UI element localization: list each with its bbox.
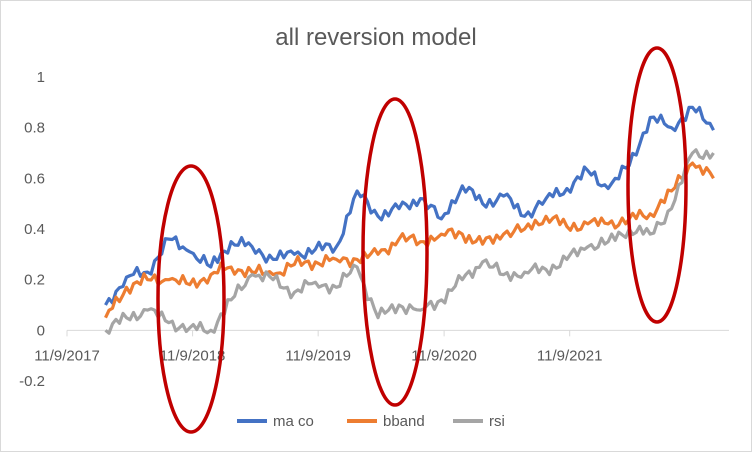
y-axis: -0.2 0 0.2 0.4 0.6 0.8 1 (19, 69, 45, 390)
y-tick-label: 1 (37, 69, 45, 86)
y-tick-label: 0 (37, 322, 45, 339)
series-line-rsi (104, 148, 715, 335)
x-tick-label: 11/9/2018 (160, 347, 226, 364)
annotations (156, 46, 688, 434)
x-axis: 11/9/2017 11/9/2018 11/9/2019 11/9/2020 11/9… (34, 329, 729, 364)
y-tick-label: 0.2 (24, 272, 45, 289)
annotation-ellipse (156, 164, 226, 434)
y-tick-label: 0.8 (24, 120, 45, 137)
x-tick-label: 11/9/2021 (537, 347, 603, 364)
plot-series (104, 105, 715, 335)
annotation-ellipse (361, 97, 429, 407)
series-line-bband (104, 161, 715, 319)
x-tick-label: 11/9/2020 (411, 347, 477, 364)
x-tick-label: 11/9/2017 (34, 347, 100, 364)
legend-label: ma co (273, 413, 314, 430)
annotation-ellipse (626, 46, 688, 324)
y-tick-label: 0.6 (24, 170, 45, 187)
legend-label: rsi (489, 413, 505, 430)
y-tick-label: 0.4 (24, 221, 45, 238)
series-line-ma-co (104, 105, 715, 306)
y-tick-label: -0.2 (19, 373, 45, 390)
legend-label: bband (383, 413, 425, 430)
chart-title: all reversion model (275, 24, 476, 51)
x-tick-label: 11/9/2019 (285, 347, 351, 364)
legend: ma co bband rsi (237, 413, 505, 430)
